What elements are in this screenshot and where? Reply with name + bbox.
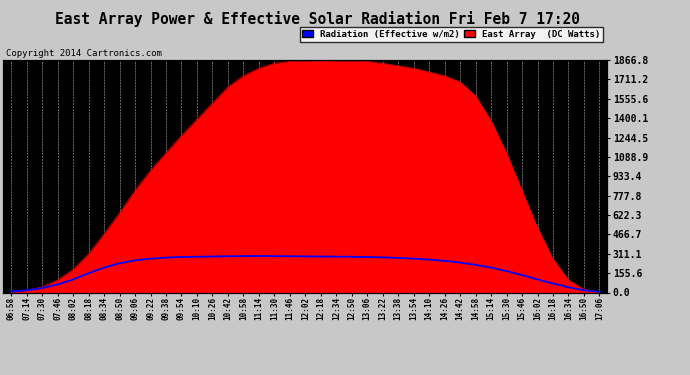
Text: Copyright 2014 Cartronics.com: Copyright 2014 Cartronics.com bbox=[6, 49, 161, 58]
Text: East Array Power & Effective Solar Radiation Fri Feb 7 17:20: East Array Power & Effective Solar Radia… bbox=[55, 11, 580, 27]
Legend: Radiation (Effective w/m2), East Array  (DC Watts): Radiation (Effective w/m2), East Array (… bbox=[299, 27, 602, 42]
